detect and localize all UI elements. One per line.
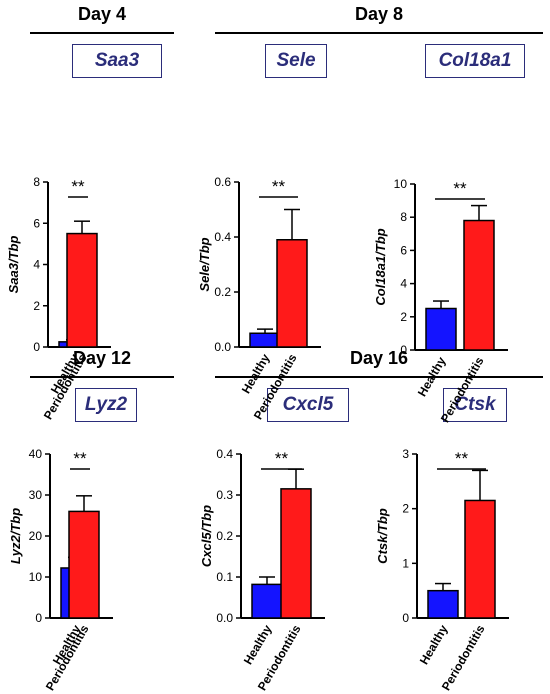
y-tick-label: 0 bbox=[35, 611, 42, 625]
y-tick-label: 10 bbox=[394, 177, 408, 191]
y-tick-label: 0.6 bbox=[214, 175, 231, 189]
bar-healthy bbox=[251, 583, 283, 619]
y-tick-label: 0.4 bbox=[214, 230, 231, 244]
chart-cxcl5: 0.00.10.20.30.4Cxcl5/TbpHealthyPeriodont… bbox=[199, 447, 325, 693]
bar-periodontitis bbox=[463, 219, 495, 351]
gene-title-col18a1: Col18a1 bbox=[425, 44, 525, 78]
y-tick-label: 6 bbox=[400, 243, 407, 257]
section-rule-day8 bbox=[215, 32, 543, 34]
y-tick-label: 8 bbox=[33, 175, 40, 189]
y-tick-label: 2 bbox=[33, 299, 40, 313]
significance-label: ** bbox=[272, 177, 286, 196]
section-title-day8: Day 8 bbox=[354, 4, 404, 24]
y-tick-label: 0.1 bbox=[216, 570, 233, 584]
y-tick-label: 4 bbox=[33, 258, 40, 272]
y-tick-label: 0.4 bbox=[216, 447, 233, 461]
y-tick-label: 0 bbox=[402, 611, 409, 625]
y-tick-label: 40 bbox=[29, 447, 43, 461]
section-title-day16: Day 16 bbox=[349, 348, 409, 368]
y-tick-label: 0.2 bbox=[214, 285, 231, 299]
significance-label: ** bbox=[73, 449, 87, 468]
y-tick-label: 10 bbox=[29, 570, 43, 584]
y-tick-label: 6 bbox=[33, 216, 40, 230]
y-tick-label: 30 bbox=[29, 488, 43, 502]
y-axis-label: Lyz2/Tbp bbox=[8, 508, 23, 564]
significance-label: ** bbox=[453, 179, 467, 198]
y-tick-label: 0.3 bbox=[216, 488, 233, 502]
y-tick-label: 0.0 bbox=[216, 611, 233, 625]
section-rule-day4 bbox=[30, 32, 174, 34]
y-tick-label: 3 bbox=[402, 447, 409, 461]
significance-label: ** bbox=[275, 449, 289, 468]
y-tick-label: 4 bbox=[400, 277, 407, 291]
y-tick-label: 20 bbox=[29, 529, 43, 543]
y-tick-label: 2 bbox=[402, 502, 409, 516]
y-axis-label: Ctsk/Tbp bbox=[375, 508, 390, 564]
significance-label: ** bbox=[455, 449, 469, 468]
gene-title-saa3: Saa3 bbox=[72, 44, 162, 78]
y-tick-label: 0 bbox=[33, 340, 40, 354]
bar-healthy bbox=[425, 307, 457, 351]
gene-title-cxcl5: Cxcl5 bbox=[267, 388, 349, 422]
y-tick-label: 1 bbox=[402, 556, 409, 570]
significance-label: ** bbox=[71, 177, 85, 196]
y-tick-label: 0 bbox=[400, 343, 407, 357]
section-rule-day16 bbox=[215, 376, 543, 378]
bar-healthy bbox=[427, 589, 459, 619]
y-axis-label: Col18a1/Tbp bbox=[373, 228, 388, 305]
y-axis-label: Saa3/Tbp bbox=[6, 236, 21, 294]
x-tick-label: Healthy bbox=[417, 622, 451, 667]
gene-title-lyz2: Lyz2 bbox=[75, 388, 137, 422]
y-tick-label: 8 bbox=[400, 210, 407, 224]
bar-periodontitis bbox=[276, 239, 308, 348]
section-rule-day12 bbox=[30, 376, 174, 378]
gene-title-sele: Sele bbox=[265, 44, 327, 78]
y-tick-label: 0.2 bbox=[216, 529, 233, 543]
bar-periodontitis bbox=[280, 488, 312, 619]
y-axis-label: Sele/Tbp bbox=[197, 237, 212, 291]
y-axis-label: Cxcl5/Tbp bbox=[199, 505, 214, 567]
y-tick-label: 2 bbox=[400, 310, 407, 324]
section-title-day12: Day 12 bbox=[72, 348, 132, 368]
section-title-day4: Day 4 bbox=[77, 4, 127, 24]
bar-periodontitis bbox=[464, 499, 496, 619]
bar-periodontitis bbox=[68, 510, 100, 619]
y-tick-label: 0.0 bbox=[214, 340, 231, 354]
gene-title-ctsk: Ctsk bbox=[443, 388, 507, 422]
